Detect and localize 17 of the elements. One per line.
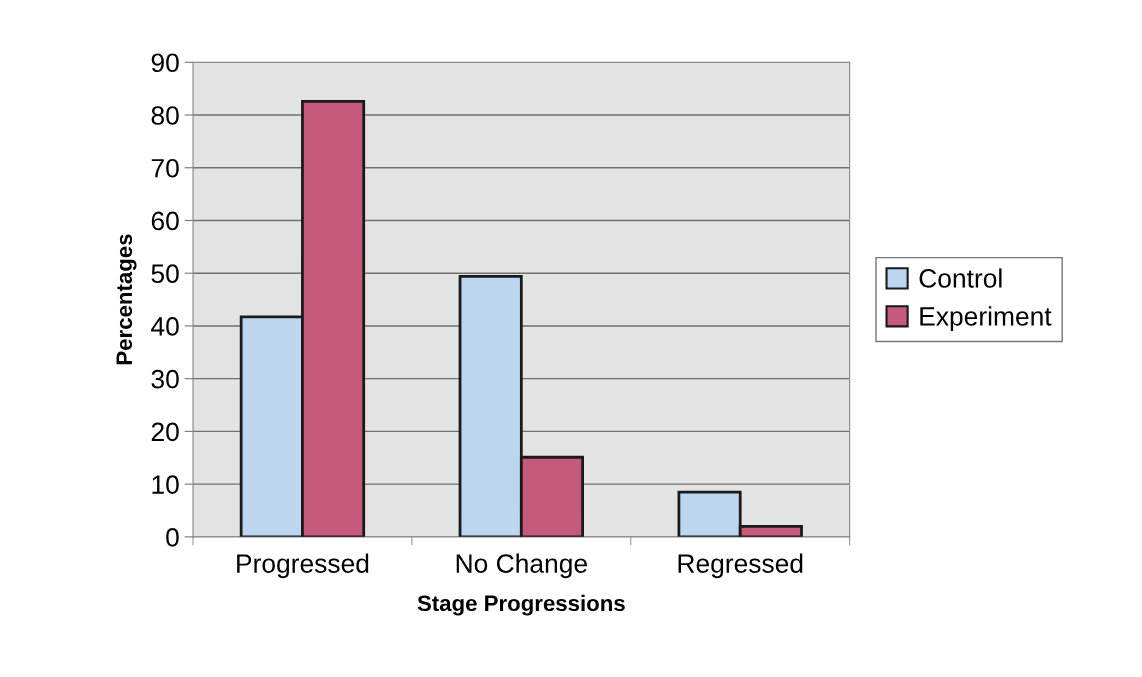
y-tick-label: 80: [151, 106, 179, 125]
y-tick-label: 0: [166, 528, 179, 547]
y-tick-label: 20: [151, 422, 179, 442]
x-tick-label: Regressed: [678, 553, 803, 579]
y-tick-label: 70: [151, 158, 179, 178]
x-tick-label: No Change: [456, 553, 587, 579]
legend-label: Experiment: [920, 306, 1052, 331]
y-tick-label: 10: [152, 475, 179, 494]
y-tick-label: 50: [151, 264, 179, 284]
y-tick-label: 60: [151, 211, 179, 231]
y-tick-label: 30: [151, 369, 179, 389]
y-tick-label: 40: [151, 317, 179, 336]
y-tick-label: 90: [151, 53, 179, 73]
x-tick-label: Progressed: [237, 553, 369, 579]
y-axis-title: Percentages: [116, 234, 137, 365]
x-axis-title: Stage Progressions: [417, 594, 625, 616]
legend-label: Control: [919, 268, 1002, 288]
